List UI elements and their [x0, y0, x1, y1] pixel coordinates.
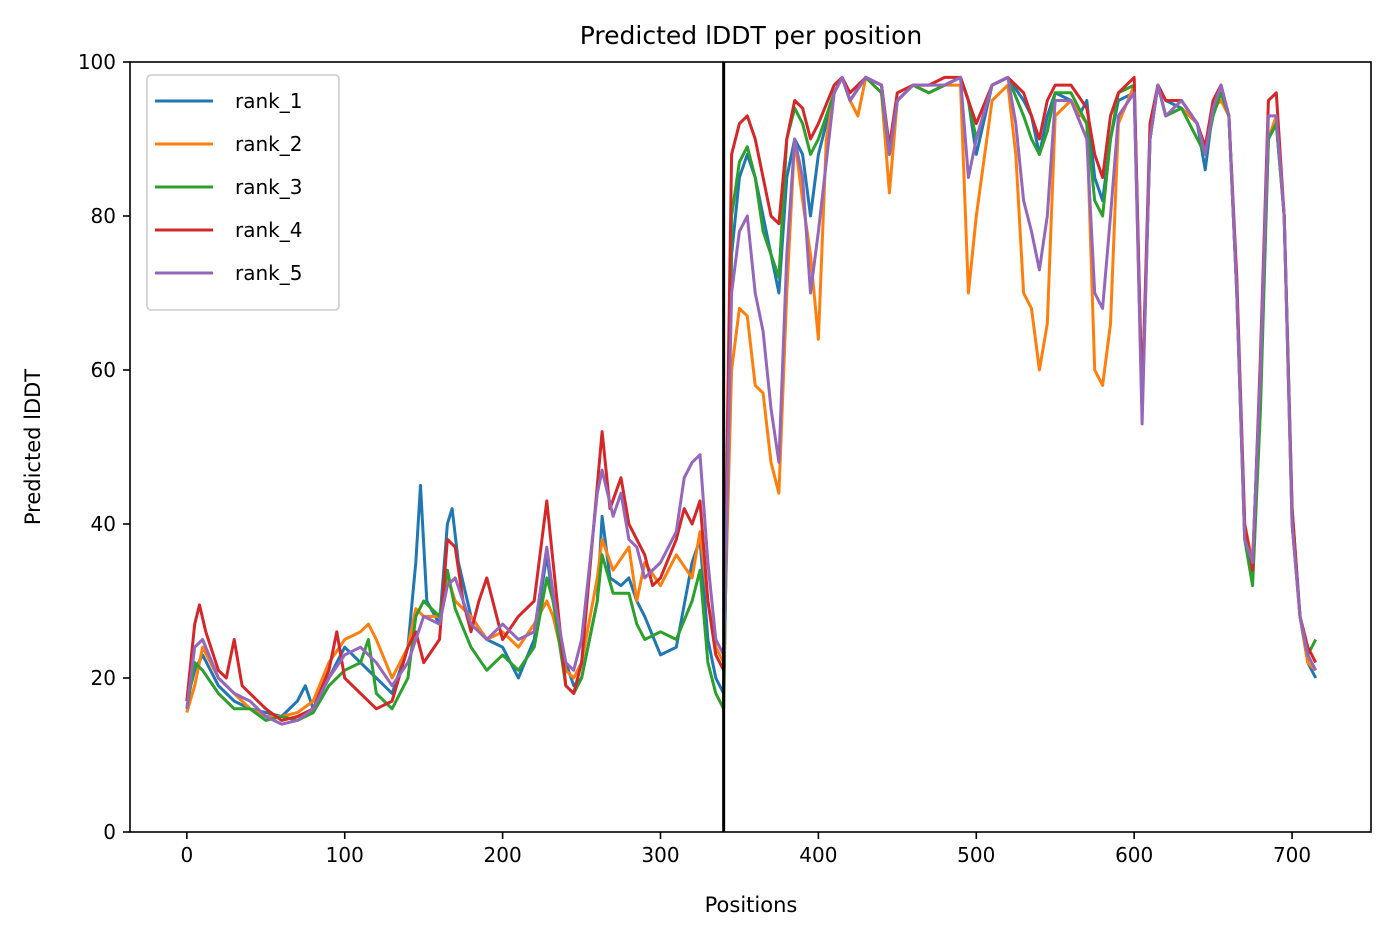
- x-tick-label: 0: [180, 843, 193, 867]
- series-line-rank_3: [185, 75, 1318, 722]
- x-tick-label: 100: [326, 843, 364, 867]
- legend: rank_1 rank_2 rank_3 rank_4 rank_5: [146, 74, 340, 311]
- legend-label-rank_5: rank_5: [235, 261, 302, 285]
- y-tick-label: 0: [103, 820, 116, 844]
- x-axis-label: Positions: [705, 893, 798, 917]
- series-line-rank_4: [185, 75, 1318, 722]
- y-tick-label: 40: [91, 512, 116, 536]
- legend-box: [146, 74, 340, 311]
- x-tick-label: 200: [484, 843, 522, 867]
- y-axis: 0 20 40 60 80 100: [78, 50, 130, 844]
- plot-frame: [129, 61, 1372, 833]
- series-line-rank_2: [185, 75, 1317, 718]
- x-tick-label: 300: [641, 843, 679, 867]
- series-line-rank_1: [185, 75, 1318, 718]
- chart-title: Predicted lDDT per position: [580, 21, 922, 50]
- y-tick-label: 60: [91, 358, 116, 382]
- series-line-rank_5: [185, 75, 1318, 726]
- y-tick-label: 100: [78, 50, 116, 74]
- legend-label-rank_4: rank_4: [235, 218, 302, 242]
- series-layer: [185, 75, 1318, 726]
- y-tick-label: 80: [91, 204, 116, 228]
- x-tick-label: 700: [1273, 843, 1311, 867]
- legend-label-rank_3: rank_3: [235, 175, 302, 199]
- legend-label-rank_2: rank_2: [235, 132, 302, 156]
- legend-label-rank_1: rank_1: [235, 89, 302, 113]
- x-tick-label: 500: [957, 843, 995, 867]
- y-axis-label: Predicted lDDT: [21, 369, 45, 525]
- x-tick-label: 400: [799, 843, 837, 867]
- y-tick-label: 20: [91, 666, 116, 690]
- x-tick-label: 600: [1115, 843, 1153, 867]
- x-axis: 0 100 200 300 400 500 600 700: [180, 832, 1311, 867]
